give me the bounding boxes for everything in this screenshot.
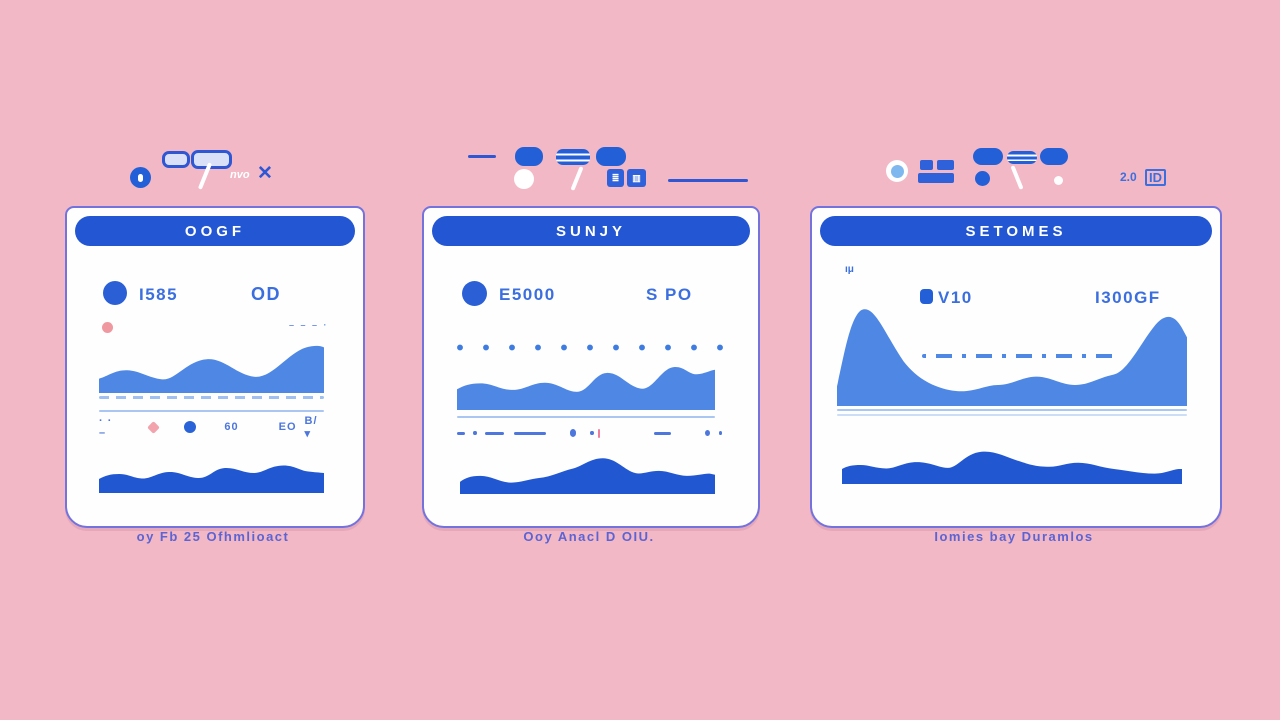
card2-caption: Ooy Anacl D OIU. [523, 529, 655, 544]
dash-icon [457, 431, 466, 435]
stat-primary: E5000 [499, 285, 556, 304]
stat-dot-icon [103, 281, 127, 305]
dashboard-card-2: SUNJY E5000 S PO [422, 206, 760, 528]
dash-icon [468, 155, 496, 158]
area-chart-top [457, 358, 715, 410]
divider [837, 414, 1187, 416]
backslash-icon [1010, 165, 1024, 190]
legend-row: · · – 60 EO B/▾ [99, 415, 324, 440]
dot-highlight-icon [138, 174, 143, 182]
diamond-icon [147, 420, 161, 434]
white-dot-icon [1054, 176, 1063, 185]
pill-icon [162, 151, 190, 168]
legend-dropdown-button[interactable]: B/▾ [304, 414, 318, 440]
pink-dot-icon [102, 322, 113, 333]
dot-icon [184, 421, 197, 433]
card3-header-button[interactable]: SETOMES [820, 216, 1212, 246]
dashboard-card-3: SETOMES ıμ V10 I300GF [810, 206, 1222, 528]
nvo-label: nvo [230, 169, 250, 181]
stat-glyph-icon [920, 289, 933, 304]
area-chart-top-path [99, 345, 324, 393]
card2-header-button[interactable]: SUNJY [432, 216, 750, 246]
long-line-icon [668, 179, 748, 182]
area-chart-top [99, 341, 324, 393]
legend-row [457, 427, 723, 439]
blob-icon [515, 147, 543, 166]
area-chart-bottom [842, 438, 1182, 484]
area-chart-bottom-path [460, 458, 715, 494]
card1-header-button[interactable]: OOGF [75, 216, 355, 246]
dot-icon [718, 431, 723, 435]
striped-pill-icon [1007, 151, 1037, 164]
area-chart-bottom-path [842, 451, 1182, 484]
legend-value: 60 [224, 421, 239, 433]
stat-secondary: I300GF [1095, 288, 1161, 307]
blob-icon [596, 147, 626, 166]
card1-caption: oy Fb 25 Ofhmlioact [136, 529, 290, 544]
pink-tick-icon [597, 428, 601, 438]
area-chart-top-path [837, 309, 1187, 406]
line-icon [484, 431, 505, 435]
legend-dots: · · – [99, 415, 113, 439]
stat-primary: I585 [139, 285, 179, 304]
window-icon: ▥ [627, 169, 646, 187]
divider [837, 409, 1187, 411]
white-dot-icon [514, 169, 534, 189]
card3-caption: Iomies bay Duramlos [934, 529, 1094, 544]
text-block-icon [920, 160, 933, 170]
legend-right: EO [278, 421, 297, 433]
line-icon [654, 431, 671, 435]
dashboard-card-1: OOGF I585 OD – – – · · · – 60 EO B/▾ [65, 206, 365, 528]
stat-primary: V10 [938, 288, 973, 307]
dot-icon [473, 431, 477, 435]
micro-dashes: – – – · [289, 320, 329, 330]
divider [457, 416, 715, 418]
dotted-row [457, 344, 727, 351]
dot-icon [975, 171, 990, 186]
area-chart-bottom [99, 453, 324, 493]
stat-dot-icon [462, 281, 487, 306]
slash-icon [570, 166, 584, 191]
area-chart-bottom [460, 450, 715, 494]
area-chart-top [837, 294, 1187, 406]
version-label: 2.0 [1120, 170, 1137, 184]
text-block-icon [918, 173, 954, 183]
divider [99, 410, 324, 412]
dot-icon [704, 430, 710, 436]
stat-secondary: S PO [646, 285, 693, 304]
area-chart-bottom-path [99, 465, 324, 493]
dashdot-overlay [922, 354, 1122, 358]
dashed-divider [99, 396, 324, 399]
blob-icon [973, 148, 1003, 165]
striped-pill-icon [556, 149, 590, 165]
dot-icon [569, 429, 577, 437]
dot-icon [590, 431, 594, 435]
line-icon [514, 431, 546, 435]
id-badge: ID [1145, 169, 1166, 186]
corner-label: ıμ [845, 264, 854, 275]
radio-icon [886, 160, 908, 182]
text-block-icon [937, 160, 954, 170]
blob-icon [1040, 148, 1068, 165]
pill-icon [191, 150, 232, 169]
grid-icon: ≣ [607, 169, 624, 187]
area-chart-top-path [457, 367, 715, 410]
stat-secondary: OD [251, 284, 281, 304]
x-icon: ✕ [257, 163, 273, 184]
